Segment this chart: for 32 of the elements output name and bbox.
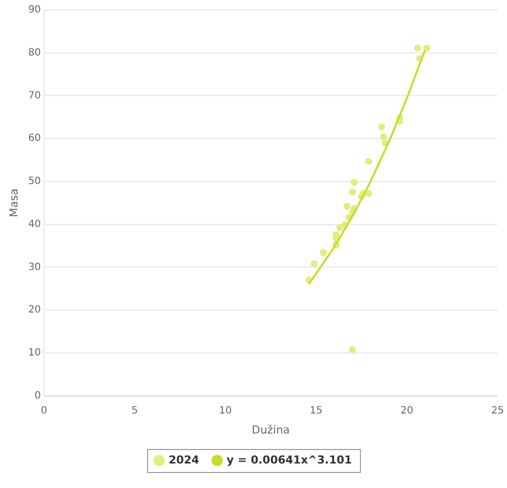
y-tick-label: 20 [28,304,41,316]
point [310,260,318,268]
point [350,178,358,186]
point [423,44,430,52]
x-tick-label: 15 [310,405,323,416]
legend-label: 2024 [168,453,200,466]
point [365,158,372,165]
legend-label: y = 0.00641x^3.101 [226,453,352,466]
x-tick-label: 25 [491,405,504,416]
y-tick-label: 80 [28,47,41,58]
y-axis-title: Masa [7,188,20,218]
point [336,224,344,232]
point [344,202,351,210]
y-tick-label: 50 [28,176,41,188]
y-tick-label: 40 [28,218,41,230]
y-tick-label: 60 [28,133,41,144]
y-tick-label: 70 [28,90,41,102]
x-tick-label: 20 [400,405,414,416]
y-tick-label: 10 [28,348,41,359]
point [365,190,372,197]
point [348,188,356,196]
point [320,249,327,256]
point [378,124,385,131]
y-tick-label: 30 [28,262,41,273]
point [380,133,387,140]
x-tick-label: 5 [131,405,138,416]
point [348,346,356,354]
point [414,44,422,52]
y-tick-label: 0 [34,390,41,402]
x-axis-title: Dužina [252,423,290,436]
x-tick-label: 10 [219,405,232,416]
y-tick-label: 90 [28,4,41,16]
